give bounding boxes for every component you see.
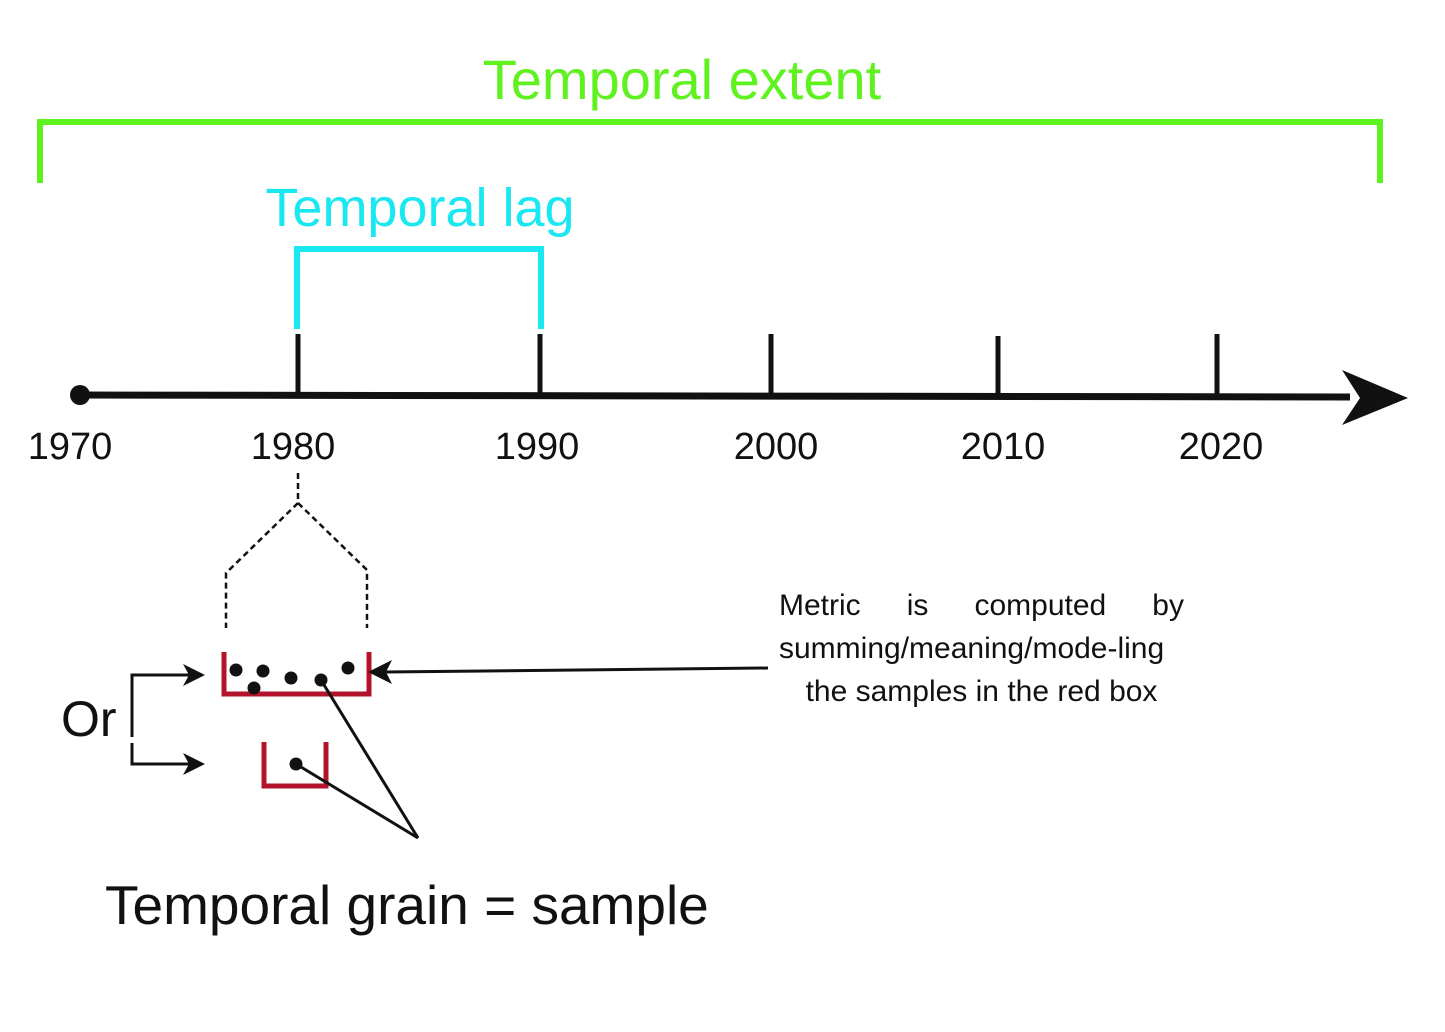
year-label-2000: 2000 [734, 426, 819, 468]
sample-dot [229, 663, 243, 677]
metric-note: Metric is computed by summing/meaning/mo… [779, 589, 1184, 708]
sample-dot [247, 681, 261, 695]
temporal-lag-label: Temporal lag [265, 178, 574, 238]
timeline-start-dot [70, 385, 90, 405]
year-label-1990: 1990 [495, 426, 580, 468]
sample-dot [341, 661, 355, 675]
year-label-1980: 1980 [251, 426, 336, 468]
metric-arrow-head [368, 660, 392, 684]
sample-dot [284, 671, 298, 685]
year-label-2020: 2020 [1179, 426, 1264, 468]
or-branch-lines [130, 673, 191, 766]
sample-box-multiple [221, 652, 372, 697]
or-arrow-lower-head [183, 753, 205, 775]
metric-arrow-line [384, 666, 769, 674]
sample-dot [256, 664, 270, 678]
temporal-lag-bracket [294, 246, 544, 329]
temporal-grain-label: Temporal grain = sample [105, 874, 709, 936]
timeline-axis [79, 391, 1351, 401]
or-arrow-upper-head [183, 664, 205, 686]
temporal-extent-bracket [37, 119, 1383, 183]
zoom-callout-dashed [224, 473, 369, 628]
sample-box-single [261, 742, 329, 789]
year-label-2010: 2010 [961, 426, 1046, 468]
timeline-arrowhead [1342, 370, 1408, 425]
grain-pointer-line [295, 762, 419, 840]
grain-pointer-line [319, 679, 420, 839]
or-label: Or [61, 691, 117, 747]
year-label-1970: 1970 [28, 426, 113, 468]
temporal-extent-label: Temporal extent [483, 48, 882, 111]
